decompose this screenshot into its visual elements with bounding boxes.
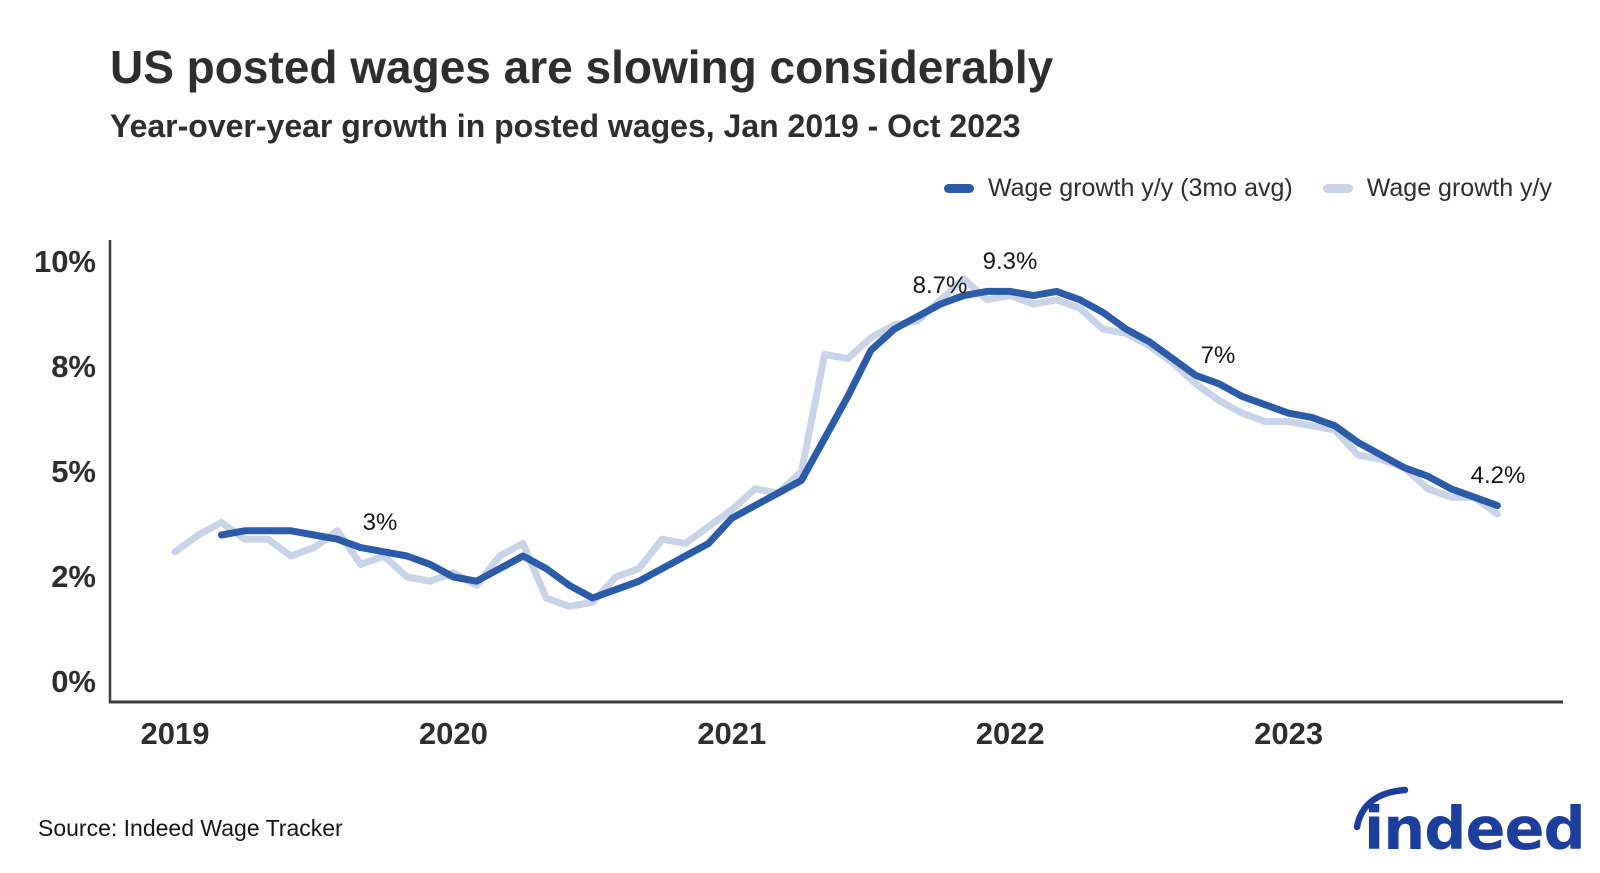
- annotation-7pct: 7%: [1200, 342, 1236, 369]
- y-tick-label: 0%: [51, 664, 96, 699]
- legend-label-raw: Wage growth y/y: [1366, 174, 1552, 202]
- y-tick-label: 8%: [51, 349, 96, 384]
- annotation-8-7pct: 8.7%: [912, 272, 968, 299]
- legend-item-3mo-avg: Wage growth y/y (3mo avg): [943, 174, 1293, 203]
- wage-growth-yy-line: [171, 275, 1501, 610]
- y-tick-label: 5%: [51, 454, 96, 489]
- legend-swatch-raw-icon: [1322, 184, 1353, 193]
- indeed-logo-swoosh-icon: [1353, 786, 1409, 831]
- legend-item-raw: Wage growth y/y: [1322, 174, 1552, 203]
- legend-label-3mo-avg: Wage growth y/y (3mo avg): [987, 174, 1293, 202]
- x-tick-label: 2021: [697, 716, 767, 751]
- source-note: Source: Indeed Wage Tracker: [38, 815, 343, 841]
- x-tick-label: 2019: [140, 716, 210, 751]
- legend-swatch-3mo-avg-icon: [943, 184, 974, 193]
- wage-growth-yy-3mo-avg-line: [217, 287, 1501, 602]
- annotation-4-2pct: 4.2%: [1470, 462, 1526, 489]
- annotation-3pct: 3%: [362, 509, 398, 536]
- chart-subtitle: Year-over-year growth in posted wages, J…: [110, 108, 1021, 144]
- chart-title: US posted wages are slowing considerably: [110, 41, 1054, 93]
- legend: Wage growth y/y (3mo avg) Wage growth y/…: [943, 174, 1552, 203]
- y-tick-label: 10%: [33, 244, 96, 279]
- x-tick-label: 2020: [418, 716, 488, 751]
- x-tick-label: 2023: [1254, 716, 1324, 751]
- y-tick-label: 2%: [51, 559, 96, 594]
- indeed-logo: indeed: [1353, 786, 1586, 863]
- annotation-9-3pct: 9.3%: [982, 248, 1038, 275]
- x-tick-label: 2022: [975, 716, 1045, 751]
- indeed-logo-text: indeed: [1364, 794, 1585, 863]
